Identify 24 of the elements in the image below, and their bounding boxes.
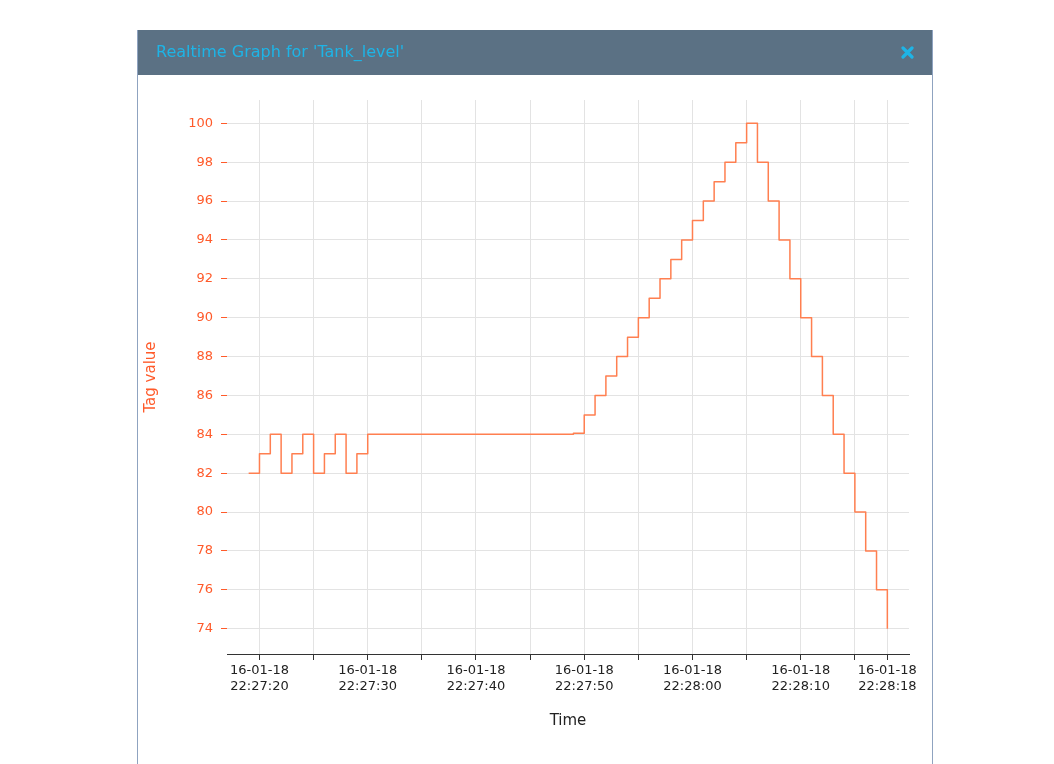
x-axis-title: Time: [548, 710, 587, 729]
y-tick-label: 84: [196, 425, 213, 441]
y-tick-label: 98: [196, 153, 213, 169]
x-tick-label: 16-01-18 22:27:50: [554, 662, 614, 693]
y-tick-label: 94: [196, 231, 213, 247]
x-tick-label: 16-01-18 22:27:20: [229, 662, 289, 693]
y-tick-label: 82: [196, 464, 213, 480]
y-tick-label: 92: [196, 270, 213, 286]
y-axis-title: Tag value: [140, 341, 159, 414]
x-tick-label: 16-01-18 22:28:00: [662, 662, 722, 693]
y-tick-label: 76: [196, 581, 213, 597]
y-tick-label: 80: [196, 503, 213, 519]
x-tick-label: 16-01-18 22:27:30: [338, 662, 398, 693]
y-tick-label: 74: [196, 620, 213, 636]
y-tick-label: 90: [196, 309, 213, 325]
x-tick-label: 16-01-18 22:28:10: [771, 662, 831, 693]
chart-title: Realtime Graph for 'Tank_level': [156, 42, 405, 61]
y-tick-label: 88: [196, 347, 213, 363]
x-tick-label: 16-01-18 22:27:40: [446, 662, 506, 693]
y-tick-label: 86: [196, 386, 213, 402]
y-tick-label: 100: [188, 114, 213, 130]
y-tick-label: 78: [196, 542, 213, 558]
x-tick-label: 16-01-18 22:28:18: [857, 662, 917, 693]
y-tick-label: 96: [196, 192, 213, 208]
